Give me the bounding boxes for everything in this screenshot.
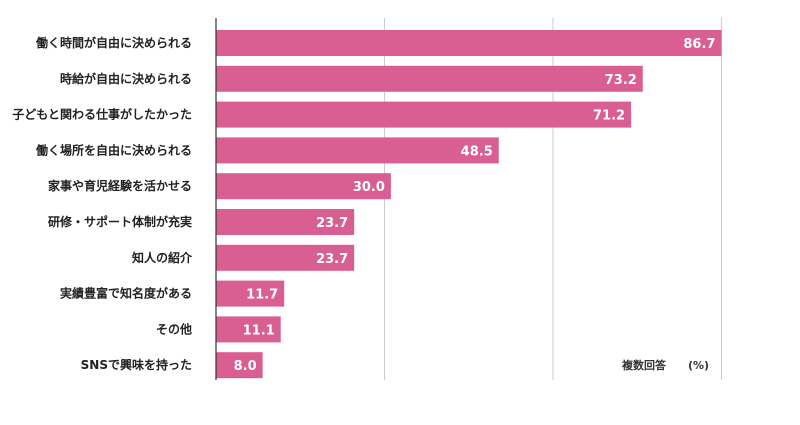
- value-label: 11.7: [246, 288, 278, 303]
- value-label: 23.7: [316, 216, 348, 231]
- bar: [216, 280, 285, 307]
- value-label: 86.7: [683, 37, 715, 52]
- category-label: SNSで興味を持った: [81, 357, 192, 372]
- value-labels: 86.7 73.2 71.2 48.5 30.0 23.7 23.7 11.7 11.1 8.0: [234, 37, 716, 374]
- value-label: 8.0: [234, 359, 257, 374]
- category-label: 研修・サポート体制が充実: [48, 214, 192, 229]
- unit-label: (%): [688, 359, 709, 372]
- category-label: 家事や育児経験を活かせる: [48, 178, 192, 193]
- bar: [216, 244, 355, 271]
- note-label: 複数回答: [621, 358, 667, 372]
- bar: [216, 137, 499, 164]
- value-label: 30.0: [353, 180, 385, 195]
- bar: [216, 352, 263, 379]
- value-label: 11.1: [243, 323, 275, 338]
- category-label: 働く時間が自由に決められる: [35, 35, 192, 50]
- category-label: その他: [156, 321, 192, 336]
- category-label: 働く場所を自由に決められる: [35, 142, 192, 157]
- bars: [216, 30, 722, 379]
- value-label: 23.7: [316, 252, 348, 267]
- value-label: 71.2: [593, 109, 625, 124]
- bar: [216, 101, 632, 128]
- bar: [216, 209, 355, 235]
- bar: [216, 30, 722, 56]
- bar: [216, 65, 643, 92]
- value-label: 73.2: [605, 73, 637, 88]
- category-label: 子どもと関わる仕事がしたかった: [12, 107, 192, 122]
- value-label: 48.5: [461, 144, 493, 159]
- bar: [216, 173, 391, 200]
- category-label: 知人の紹介: [131, 250, 193, 265]
- category-label: 時給が自由に決められる: [60, 71, 192, 86]
- category-label: 実績豊富で知名度がある: [60, 286, 192, 301]
- bar: [216, 316, 281, 343]
- category-labels: 働く時間が自由に決められる時給が自由に決められる子どもと関わる仕事がしたかった働…: [12, 35, 193, 372]
